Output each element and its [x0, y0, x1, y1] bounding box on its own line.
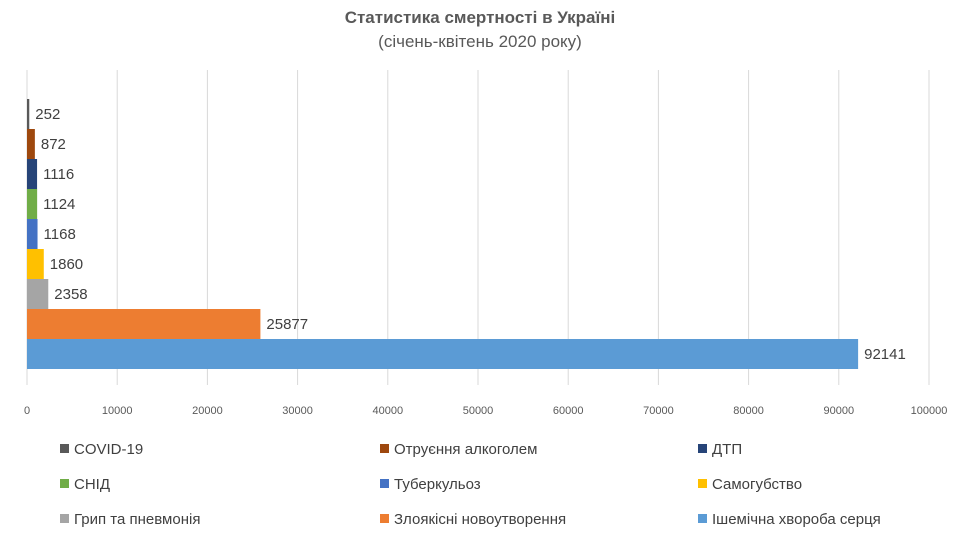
legend-label: Ішемічна хвороба серця	[712, 511, 881, 528]
bar	[27, 99, 30, 129]
legend-swatch	[698, 444, 707, 453]
legend-label: Самогубство	[712, 476, 802, 493]
legend-swatch	[380, 514, 389, 523]
legend-swatch	[380, 479, 389, 488]
legend-swatch	[60, 479, 69, 488]
bars	[27, 99, 859, 369]
legend-label: СНІД	[74, 476, 110, 493]
legend-label: Туберкульоз	[394, 476, 481, 493]
data-label: 872	[41, 136, 66, 153]
bar	[27, 249, 44, 279]
x-tick-label: 40000	[373, 405, 404, 417]
x-tick-label: 10000	[102, 405, 133, 417]
legend-label: COVID-19	[74, 441, 143, 458]
data-label: 1860	[50, 256, 83, 273]
bar	[27, 279, 49, 309]
legend-label: Отруєння алкоголем	[394, 441, 537, 458]
x-tick-label: 100000	[911, 405, 948, 417]
chart-subtitle: (січень-квітень 2020 року)	[378, 32, 582, 51]
bar	[27, 159, 38, 189]
data-label: 1124	[43, 196, 75, 213]
legend-swatch	[698, 479, 707, 488]
x-tick-label: 80000	[733, 405, 764, 417]
legend: COVID-19 Отруєння алкоголем ДТП СНІД Туберку…	[60, 441, 881, 528]
legend-swatch	[60, 444, 69, 453]
x-tick-label: 70000	[643, 405, 674, 417]
x-tick-label: 60000	[553, 405, 584, 417]
data-label: 25877	[266, 316, 308, 333]
x-tick-label: 30000	[282, 405, 313, 417]
legend-swatch	[380, 444, 389, 453]
bar	[27, 309, 261, 339]
data-label: 1116	[43, 166, 74, 183]
gridlines	[26, 70, 930, 385]
x-axis-ticks: 0 10000 20000 30000 40000 50000 60000 70000 8000…	[24, 405, 947, 417]
data-label: 2358	[54, 286, 87, 303]
data-labels: 252 872 1116 1124 1168 1860 2358 25877 92141	[35, 106, 906, 363]
bar	[27, 339, 859, 369]
bar	[27, 129, 35, 159]
legend-label: ДТП	[712, 441, 742, 458]
x-tick-label: 0	[24, 405, 30, 417]
legend-label: Грип та пневмонія	[74, 511, 200, 528]
legend-label: Злоякісні новоутворення	[394, 511, 566, 528]
x-tick-label: 90000	[824, 405, 855, 417]
x-tick-label: 20000	[192, 405, 223, 417]
legend-swatch	[60, 514, 69, 523]
data-label: 252	[35, 106, 60, 123]
legend-swatch	[698, 514, 707, 523]
data-label: 92141	[864, 346, 906, 363]
data-label: 1168	[44, 226, 76, 243]
chart-title: Статистика смертності в Україні	[345, 8, 616, 27]
bar	[27, 189, 38, 219]
x-tick-label: 50000	[463, 405, 494, 417]
bar	[27, 219, 38, 249]
